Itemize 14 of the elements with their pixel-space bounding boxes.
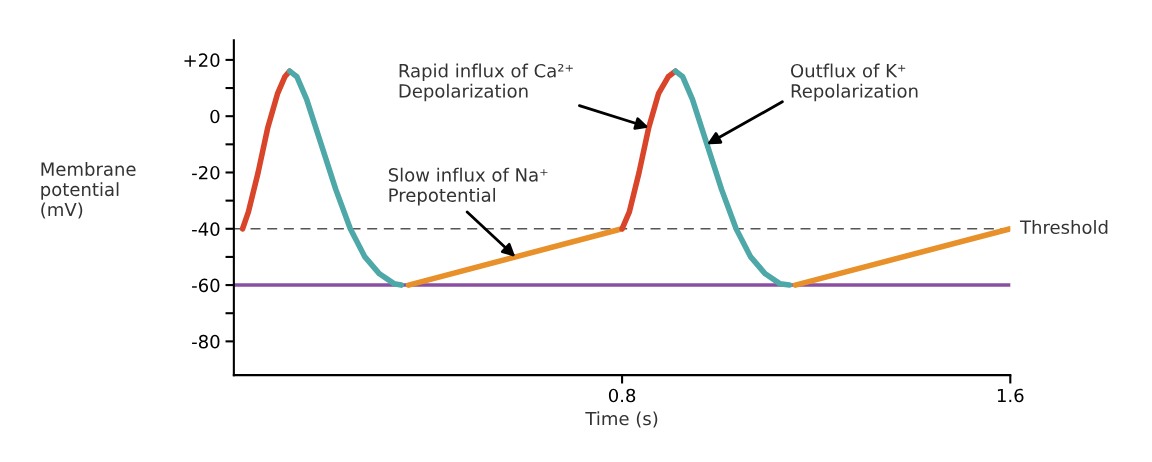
y-tick-label: 0: [210, 109, 220, 124]
annotation: Outflux of K⁺ Repolarization: [791, 63, 918, 102]
y-tick-label: -20: [192, 165, 220, 180]
y-tick-label: -80: [192, 334, 220, 349]
x-axis-title: Time (s): [585, 411, 658, 428]
annotation: Slow influx of Na⁺ Prepotential: [388, 167, 548, 206]
ref-line-label: Threshold: [1019, 220, 1108, 235]
y-tick-label: -40: [192, 222, 220, 236]
x-tick-label: 0.8: [608, 388, 636, 403]
y-tick-label: +20: [184, 53, 220, 68]
x-tick-label: 1.6: [997, 388, 1024, 403]
y-tick-label: -60: [192, 278, 220, 293]
y-axis-title: Membrane potential (mV): [41, 161, 136, 219]
annotation: Rapid influx of Ca²⁺ Depolarization: [399, 63, 573, 102]
